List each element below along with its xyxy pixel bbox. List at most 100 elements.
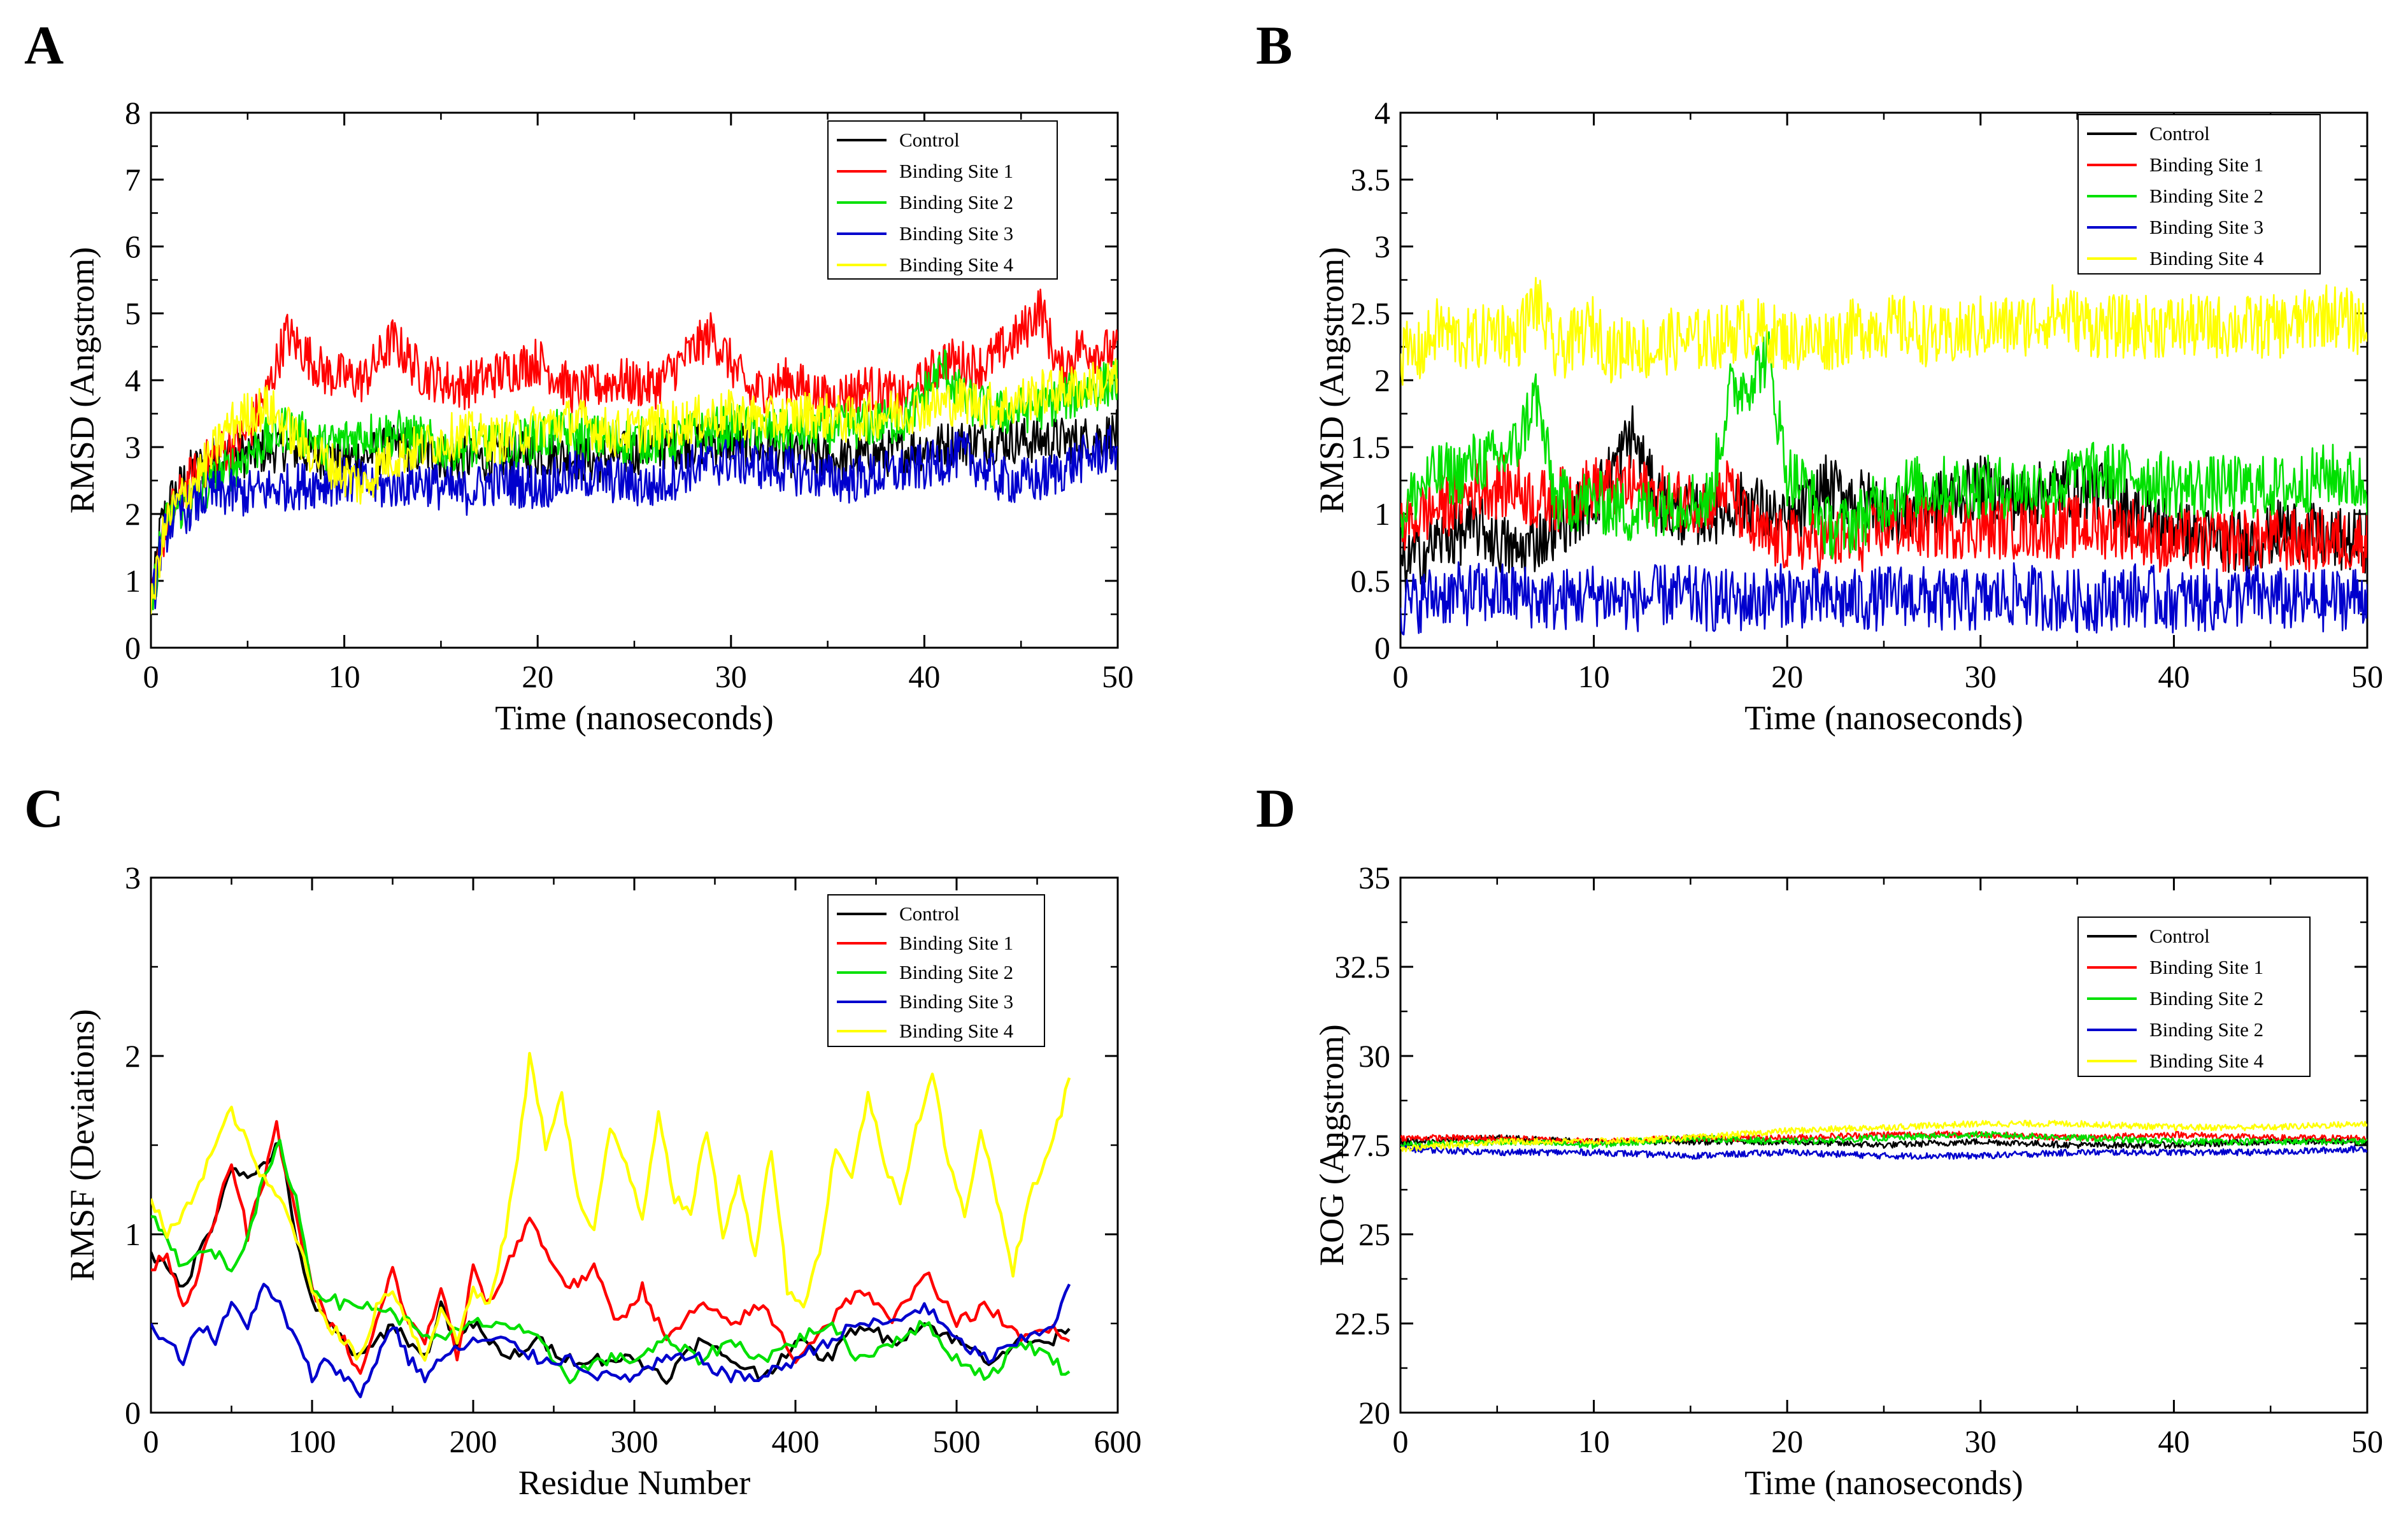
- x-tick-label: 0: [1393, 1423, 1409, 1459]
- x-tick-label: 50: [1102, 659, 1134, 694]
- x-tick-label: 40: [2158, 1423, 2190, 1459]
- legend-box: [2077, 916, 2311, 1077]
- series-line-2: [151, 1120, 1071, 1375]
- series-line-1: [1400, 1134, 2367, 1150]
- x-tick-label: 100: [289, 1423, 336, 1459]
- y-tick-label: 30: [1358, 1038, 1390, 1074]
- legend-label: Binding Site 1: [899, 160, 1013, 182]
- panel-d: D 0 10 20 30 40 50 20 22.5 25 27.5 30 32.5 35 Time (na…: [1256, 778, 2383, 1502]
- legend-label: Control: [2149, 122, 2210, 145]
- y-tick-label: 4: [1374, 95, 1390, 131]
- y-tick-label: 32.5: [1335, 949, 1391, 985]
- series-line-5: [1400, 1120, 2367, 1153]
- y-tick-label: 0: [125, 630, 141, 666]
- x-tick-label: 20: [1771, 659, 1803, 694]
- legend-box: [2077, 114, 2321, 275]
- y-tick-label: 6: [125, 229, 141, 264]
- y-axis-title: ROG (Angstrom): [1313, 1024, 1351, 1266]
- x-axis-title: Time (nanoseconds): [1744, 1464, 2023, 1502]
- x-tick-label: 40: [908, 659, 940, 694]
- x-tick-label: 30: [715, 659, 747, 694]
- y-tick-label: 0: [125, 1395, 141, 1430]
- x-tick-label: 30: [1965, 659, 1997, 694]
- x-tick-label: 20: [522, 659, 553, 694]
- legend: Control Binding Site 1 Binding Site 2 Bindi…: [2077, 916, 2311, 1077]
- y-tick-label: 25: [1358, 1216, 1390, 1252]
- x-tick-label: 600: [1094, 1423, 1142, 1459]
- legend: Control Binding Site 1 Binding Site 2 Bindi…: [827, 894, 1045, 1047]
- legend-label: Binding Site 4: [2149, 1050, 2264, 1072]
- legend-label: Binding Site 1: [899, 932, 1013, 954]
- x-tick-label: 10: [1578, 1423, 1610, 1459]
- y-tick-label: 1.5: [1351, 429, 1391, 465]
- x-tick-label: 0: [143, 1423, 159, 1459]
- series-line-5: [151, 1052, 1071, 1362]
- y-tick-label: 2: [125, 1038, 141, 1074]
- y-tick-label: 1: [125, 563, 141, 599]
- y-tick-label: 3: [125, 429, 141, 465]
- panel-b: B 0 10 20 30 40 50 0 0.5 1 1.5 2 2.5 3 3.5 4 Time (nanos…: [1256, 15, 2383, 737]
- y-tick-label: 1: [125, 1216, 141, 1252]
- y-tick-label: 22.5: [1335, 1306, 1391, 1341]
- x-tick-label: 50: [2351, 1423, 2383, 1459]
- x-axis-title: Residue Number: [518, 1464, 750, 1502]
- panel-letter: A: [24, 15, 64, 76]
- legend-label: Binding Site 1: [2149, 153, 2263, 176]
- series-line-5: [1400, 276, 2367, 386]
- legend-label: Binding Site 4: [899, 1020, 1014, 1042]
- panel-letter: C: [24, 778, 64, 839]
- x-tick-label: 0: [143, 659, 159, 694]
- legend-label: Binding Site 4: [2149, 247, 2264, 269]
- y-tick-label: 3: [1374, 229, 1390, 264]
- series-line-4: [1400, 1145, 2367, 1160]
- series-group: [1400, 1120, 2367, 1160]
- legend-label: Control: [899, 129, 960, 151]
- legend-box: [827, 894, 1045, 1047]
- series-line-3: [151, 1139, 1071, 1385]
- panel-a: A 0 10 20 30 40 50 0 1 2 3 4 5 6 7 8 Time (nanoseconds) R…: [24, 15, 1134, 737]
- series-line-4: [1400, 561, 2367, 636]
- y-tick-label: 3.5: [1351, 162, 1391, 197]
- x-tick-label: 200: [450, 1423, 497, 1459]
- legend-label: Binding Site 4: [899, 253, 1014, 276]
- y-tick-label: 8: [125, 95, 141, 131]
- legend-box: [827, 120, 1058, 280]
- x-tick-label: 400: [772, 1423, 820, 1459]
- series-line-3: [1400, 329, 2367, 560]
- y-axis-title: RMSD (Angstrom): [63, 247, 101, 514]
- series-line-4: [151, 425, 1118, 615]
- series-line-3: [1400, 1130, 2367, 1150]
- legend: Control Binding Site 1 Binding Site 2 Bindi…: [827, 120, 1058, 280]
- series-line-5: [151, 358, 1118, 615]
- y-tick-label: 7: [125, 162, 141, 197]
- panel-c: C 0 100 200 300 400 500 600 0 1 2 3 Residue Number RM…: [24, 778, 1142, 1502]
- legend-label: Binding Site 2: [2149, 987, 2263, 1009]
- y-tick-label: 4: [125, 362, 141, 398]
- x-tick-label: 50: [2351, 659, 2383, 694]
- x-tick-label: 0: [1393, 659, 1409, 694]
- series-line-4: [151, 1283, 1071, 1399]
- y-axis-title: RMSD (Angstrom): [1313, 247, 1351, 514]
- legend-label: Binding Site 2: [899, 191, 1013, 213]
- legend-label: Control: [2149, 925, 2210, 947]
- legend: Control Binding Site 1 Binding Site 2 Bindi…: [2077, 114, 2321, 275]
- y-tick-label: 2: [125, 496, 141, 532]
- legend-label: Control: [899, 902, 960, 925]
- series-group: [1400, 276, 2367, 636]
- series-group: [151, 1052, 1071, 1399]
- legend-label: Binding Site 2: [2149, 185, 2263, 207]
- legend-label: Binding Site 3: [899, 990, 1013, 1013]
- series-group: [151, 289, 1118, 615]
- series-line-2: [151, 289, 1118, 615]
- y-tick-label: 2.5: [1351, 296, 1391, 331]
- x-tick-label: 10: [1578, 659, 1610, 694]
- panel-letter: D: [1256, 778, 1295, 839]
- x-tick-label: 20: [1771, 1423, 1803, 1459]
- y-tick-label: 2: [1374, 362, 1390, 398]
- y-tick-label: 20: [1358, 1395, 1390, 1430]
- x-tick-label: 500: [933, 1423, 981, 1459]
- x-tick-label: 40: [2158, 659, 2190, 694]
- legend-label: Binding Site 2: [2149, 1018, 2263, 1041]
- x-tick-label: 10: [329, 659, 360, 694]
